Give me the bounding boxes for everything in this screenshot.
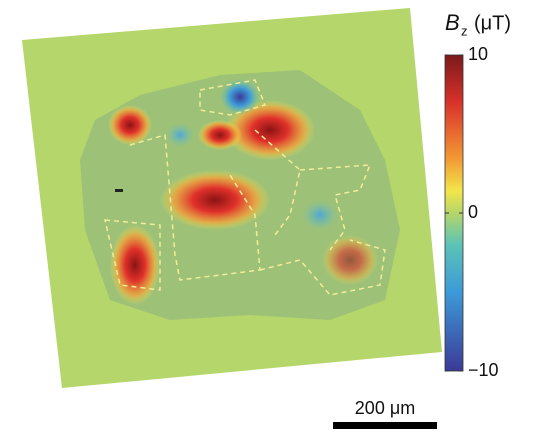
colorbar: B z (μT) 10 0 −10 (445, 10, 511, 380)
colorbar-unit: (μT) (474, 12, 511, 34)
tick-label: −10 (468, 360, 499, 380)
field-map (22, 8, 442, 388)
figure: B z (μT) 10 0 −10 200 μm (0, 0, 541, 433)
scale-bar: 200 μm (333, 398, 437, 429)
scale-bar-line (333, 422, 437, 429)
colorbar-subscript: z (461, 23, 468, 38)
tick-label: 10 (468, 44, 488, 64)
scale-bar-label: 200 μm (355, 398, 415, 418)
tick-label: 0 (468, 202, 478, 222)
page: B z (μT) 100−10 200 μm (() => { const da… (0, 0, 541, 433)
colorbar-label: B (445, 10, 460, 35)
